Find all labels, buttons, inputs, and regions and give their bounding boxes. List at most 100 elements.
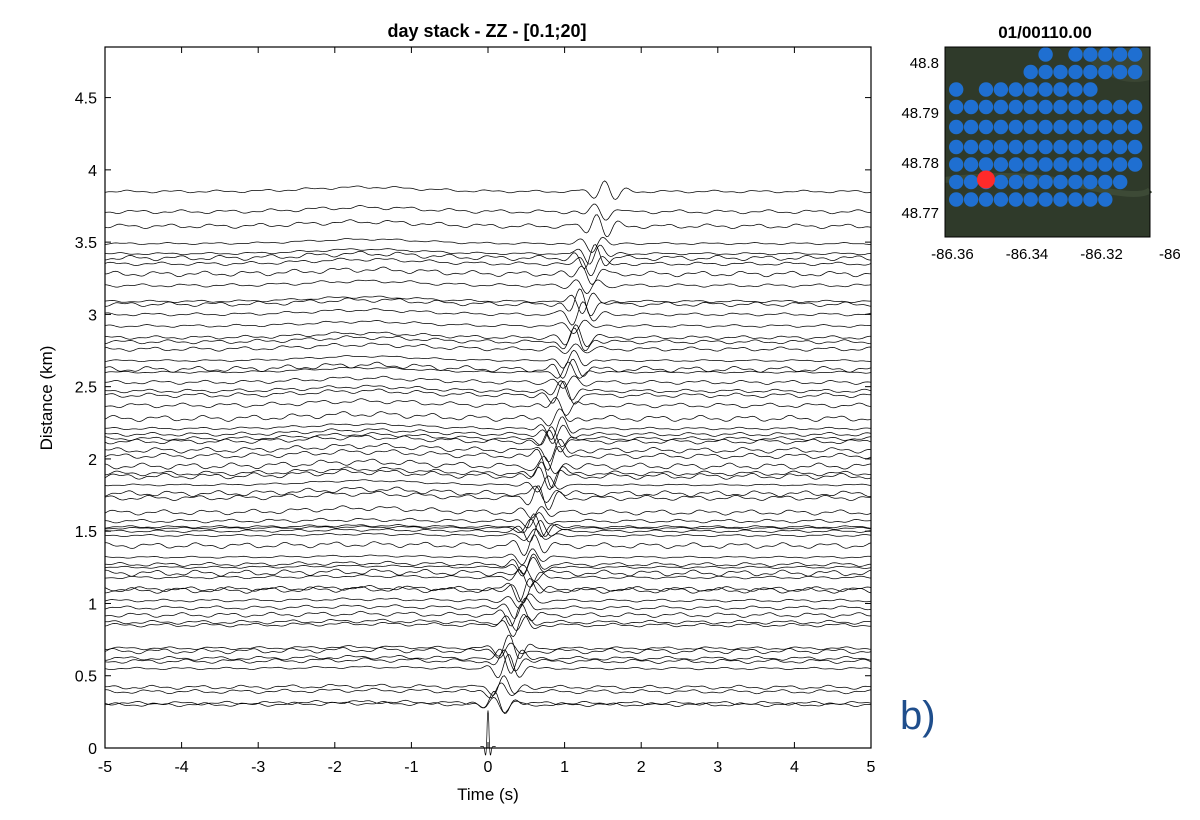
station-dot bbox=[993, 82, 1009, 97]
station-dot bbox=[978, 99, 994, 115]
station-dot bbox=[1083, 119, 1098, 135]
trace-31 bbox=[104, 466, 872, 491]
station-dots bbox=[949, 47, 1143, 207]
station-dot bbox=[1098, 99, 1113, 115]
station-dot bbox=[993, 99, 1009, 115]
x-tick-label: 3 bbox=[713, 759, 722, 776]
trace-22 bbox=[104, 528, 872, 541]
station-dot bbox=[963, 119, 979, 135]
station-dot bbox=[1068, 64, 1083, 80]
station-dot bbox=[1038, 192, 1053, 207]
station-dot bbox=[1023, 119, 1038, 135]
trace-33 bbox=[104, 455, 872, 475]
station-dot bbox=[1083, 157, 1098, 172]
station-dot bbox=[1038, 47, 1053, 62]
y-axis-label: Distance (km) bbox=[37, 346, 56, 451]
station-dot bbox=[1083, 192, 1098, 207]
y-tick-label: 1.5 bbox=[75, 524, 97, 541]
x-tick-label: -4 bbox=[174, 759, 188, 776]
trace-19 bbox=[104, 553, 872, 575]
station-dot bbox=[1038, 99, 1053, 115]
trace-17 bbox=[104, 564, 872, 582]
trace-39 bbox=[105, 416, 872, 440]
trace-56 bbox=[105, 265, 872, 285]
station-dot bbox=[1127, 64, 1143, 80]
station-dot bbox=[1083, 82, 1098, 97]
x-tick-label: -5 bbox=[98, 759, 112, 776]
y-tick-label: 3 bbox=[88, 307, 97, 324]
station-dot bbox=[978, 82, 994, 97]
station-dot bbox=[1023, 174, 1038, 190]
station-dot bbox=[1113, 139, 1128, 155]
trace-24 bbox=[105, 518, 872, 537]
trace-30 bbox=[104, 475, 872, 493]
station-dot bbox=[1038, 64, 1053, 80]
trace-43 bbox=[104, 380, 872, 401]
trace-51 bbox=[104, 319, 872, 335]
station-dot bbox=[1083, 99, 1098, 115]
station-dot bbox=[1083, 64, 1098, 80]
trace-5 bbox=[104, 649, 872, 672]
trace-61 bbox=[104, 214, 872, 238]
panel-label: b) bbox=[900, 694, 936, 738]
station-dot bbox=[963, 174, 979, 190]
trace-38 bbox=[104, 424, 872, 444]
trace-11 bbox=[104, 603, 871, 627]
x-tick-label: 0 bbox=[484, 759, 493, 776]
x-tick-label: -1 bbox=[404, 759, 418, 776]
trace-4 bbox=[104, 653, 872, 678]
main-chart-title: day stack - ZZ - [0.1;20] bbox=[387, 21, 586, 41]
station-dot bbox=[1098, 139, 1113, 155]
trace-34 bbox=[104, 445, 872, 471]
y-tick-label: 0 bbox=[88, 741, 97, 758]
trace-50 bbox=[104, 324, 871, 348]
station-dot bbox=[1008, 99, 1023, 115]
station-dot bbox=[1053, 192, 1068, 207]
x-axis-label: Time (s) bbox=[457, 785, 519, 804]
trace-35 bbox=[104, 439, 872, 463]
station-dot bbox=[1068, 192, 1083, 207]
inset-y-tick-label: 48.78 bbox=[901, 155, 939, 172]
x-tick-label: -3 bbox=[251, 759, 265, 776]
station-dot bbox=[1098, 174, 1113, 190]
trace-25 bbox=[104, 513, 872, 537]
trace-52 bbox=[104, 301, 872, 326]
trace-12 bbox=[104, 597, 872, 619]
station-dot bbox=[1038, 174, 1053, 190]
station-dot bbox=[1113, 174, 1128, 190]
trace-42 bbox=[104, 380, 872, 405]
station-dot bbox=[1083, 139, 1098, 155]
station-dot bbox=[993, 192, 1009, 207]
station-dot bbox=[1127, 157, 1143, 172]
inset-y-tick-label: 48.79 bbox=[901, 105, 939, 122]
x-tick-label: 5 bbox=[867, 759, 876, 776]
station-dot bbox=[1053, 82, 1068, 97]
trace-3 bbox=[105, 675, 872, 696]
station-dot bbox=[1008, 174, 1023, 190]
station-dot bbox=[1068, 174, 1083, 190]
station-dot bbox=[1023, 192, 1038, 207]
station-dot bbox=[1038, 82, 1053, 97]
x-axis-ticks: -5 -4 -3 -2 -1 0 1 2 3 4 5 bbox=[98, 47, 876, 776]
trace-27 bbox=[104, 505, 872, 519]
station-dot bbox=[993, 157, 1009, 172]
station-dot bbox=[1008, 157, 1023, 172]
trace-2 bbox=[105, 682, 872, 699]
station-dot bbox=[1023, 82, 1038, 97]
trace-58 bbox=[104, 244, 871, 270]
trace-26 bbox=[104, 511, 872, 529]
station-dot bbox=[1023, 64, 1038, 80]
station-dot bbox=[1008, 139, 1023, 155]
station-dot bbox=[1083, 47, 1098, 62]
station-dot bbox=[949, 139, 964, 155]
trace-7 bbox=[104, 642, 872, 659]
inset-x-tick-label: -86.34 bbox=[1006, 246, 1049, 263]
station-dot bbox=[1127, 99, 1143, 115]
trace-59 bbox=[105, 244, 871, 265]
station-dot bbox=[1038, 157, 1053, 172]
trace-zero-offset bbox=[480, 710, 496, 756]
inset-y-ticks: 48.8 48.79 48.78 48.77 bbox=[901, 55, 939, 222]
station-dot bbox=[1053, 99, 1068, 115]
inset-y-tick-label: 48.8 bbox=[910, 55, 939, 72]
station-dot bbox=[978, 192, 994, 207]
